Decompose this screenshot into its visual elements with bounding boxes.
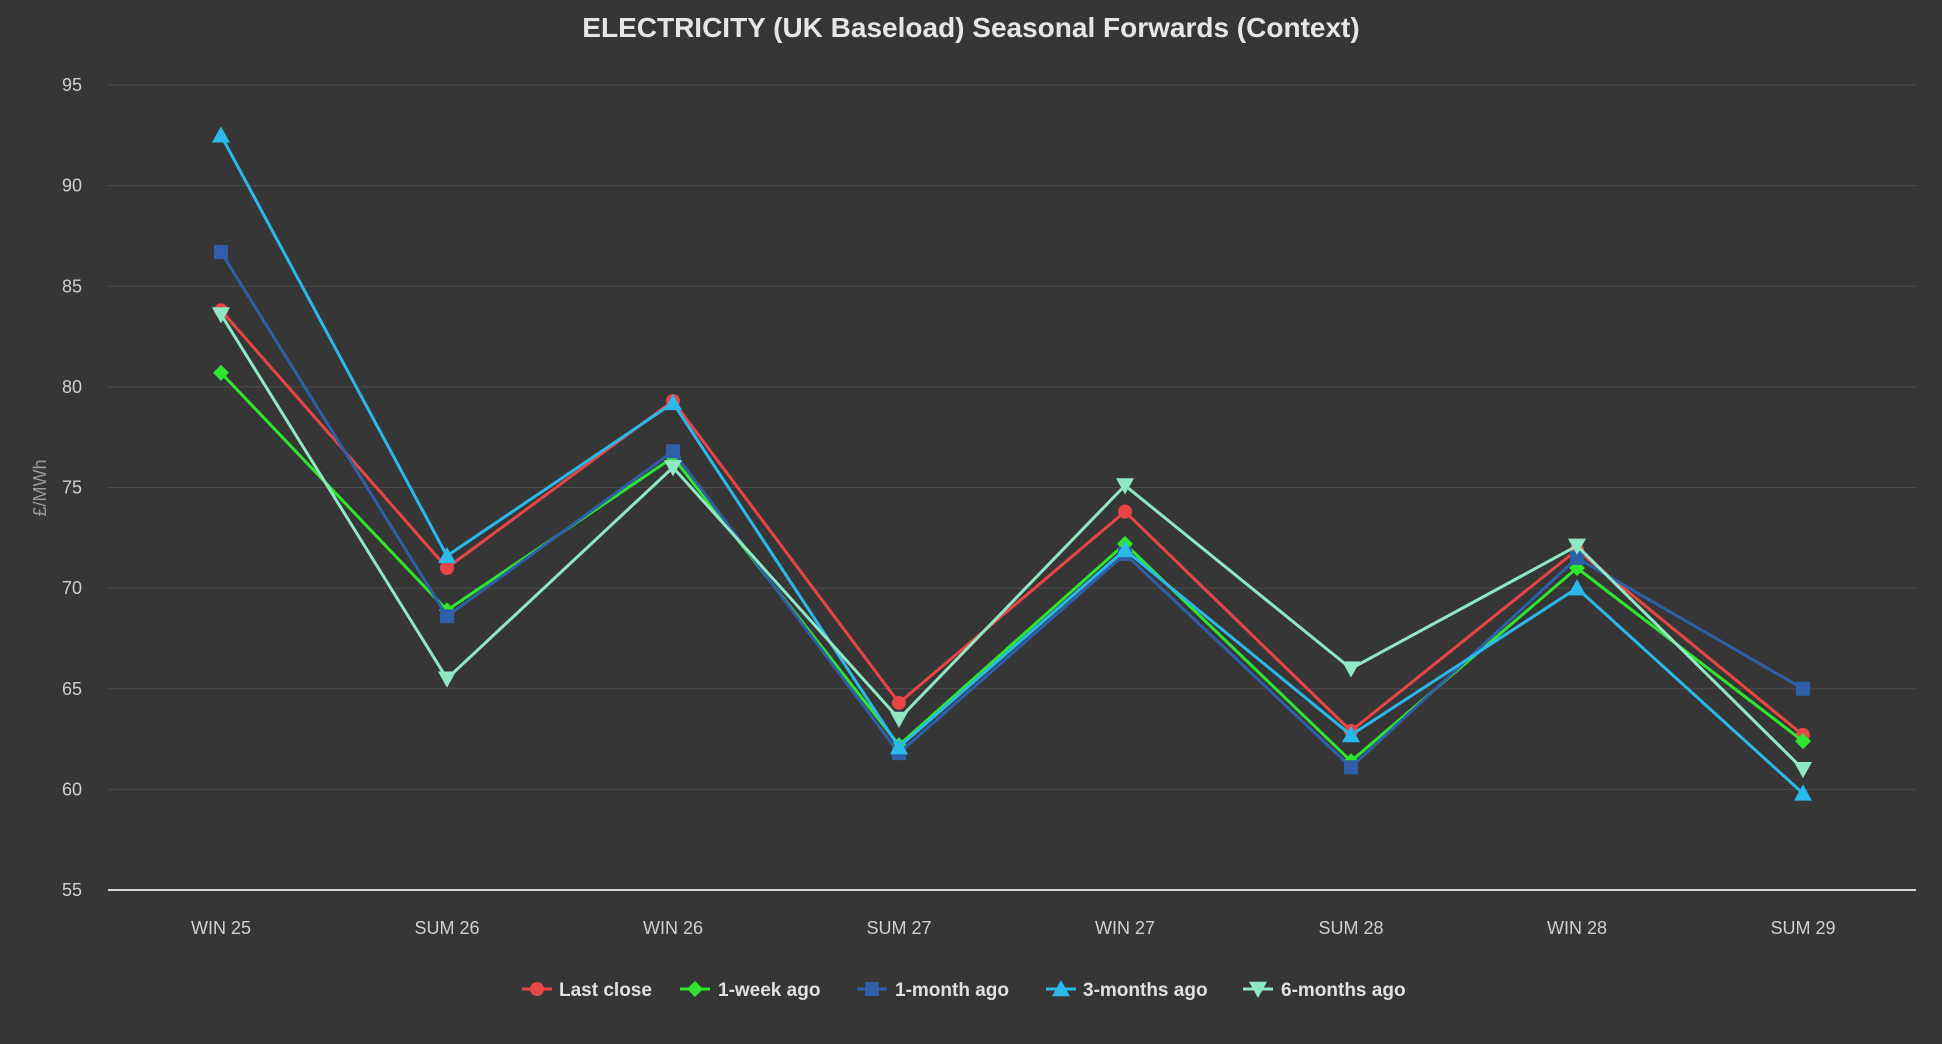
legend-marker [1052, 980, 1070, 997]
data-point [212, 126, 230, 143]
legend-item[interactable]: 3-months ago [1046, 980, 1208, 1001]
x-tick-label: SUM 29 [1770, 918, 1835, 938]
series-line [219, 313, 1805, 771]
data-point [664, 460, 682, 477]
x-tick-label: WIN 25 [191, 918, 251, 938]
x-tick-label: SUM 28 [1318, 918, 1383, 938]
data-point [214, 245, 228, 260]
data-point [1794, 784, 1812, 801]
series-line [219, 251, 1804, 769]
legend-item[interactable]: Last close [522, 980, 652, 1001]
y-tick-label: 80 [62, 377, 82, 397]
legend-label: Last close [559, 980, 652, 1001]
series-6-months-ago [212, 307, 1812, 779]
data-point [1118, 504, 1132, 519]
legend-item[interactable]: 6-months ago [1243, 980, 1406, 1001]
series-1-month-ago [214, 245, 1810, 775]
x-tick-label: WIN 27 [1095, 918, 1155, 938]
data-point [1116, 478, 1134, 495]
data-point [1568, 579, 1586, 596]
legend-label: 1-week ago [718, 980, 820, 1001]
x-tick-label: SUM 26 [414, 918, 479, 938]
y-tick-label: 70 [62, 578, 82, 598]
x-tick-label: WIN 26 [643, 918, 703, 938]
data-point [1342, 661, 1360, 678]
data-point [438, 546, 456, 564]
y-tick-label: 75 [62, 478, 82, 498]
data-point [213, 364, 229, 381]
legend-item[interactable]: 1-week ago [680, 980, 820, 1001]
series-3-months-ago [212, 126, 1812, 801]
series-line [219, 309, 1804, 737]
data-point [1570, 550, 1584, 565]
legend-marker [687, 981, 703, 997]
y-axis-title: £/MWh [30, 459, 50, 516]
y-tick-label: 55 [62, 880, 82, 900]
data-point [1568, 538, 1586, 555]
legend-label: 1-month ago [895, 980, 1009, 1001]
data-point [1342, 726, 1360, 743]
data-point [1795, 733, 1811, 750]
y-tick-label: 95 [62, 75, 82, 95]
x-axis-ticks: WIN 25 SUM 26 WIN 26 SUM 27 WIN 27 SUM 28 WIN … [191, 918, 1836, 938]
series-line [219, 371, 1804, 763]
x-tick-label: WIN 28 [1547, 918, 1607, 938]
y-tick-label: 90 [62, 176, 82, 196]
data-point [890, 711, 908, 728]
data-point [1794, 762, 1812, 779]
data-point [666, 444, 680, 459]
legend-marker [865, 982, 879, 996]
data-point [664, 393, 682, 411]
chart-title: ELECTRICITY (UK Baseload) Seasonal Forwa… [582, 12, 1360, 43]
series-line [219, 134, 1805, 795]
data-point [440, 561, 454, 575]
data-point [890, 738, 908, 755]
x-tick-label: SUM 27 [866, 918, 931, 938]
data-point [1796, 681, 1810, 696]
data-point [212, 307, 230, 324]
legend: Last close 1-week ago 1-month ago 3-months … [522, 980, 1406, 1001]
y-tick-label: 65 [62, 679, 82, 699]
series-last-close [214, 303, 1810, 743]
y-tick-label: 85 [62, 276, 82, 296]
legend-label: 3-months ago [1083, 980, 1208, 1001]
data-point [440, 609, 454, 624]
data-point [1116, 540, 1134, 558]
data-point [1344, 760, 1358, 775]
legend-marker [1249, 981, 1267, 998]
legend-item[interactable]: 1-month ago [857, 980, 1009, 1001]
legend-marker [530, 982, 544, 996]
legend-label: 6-months ago [1281, 980, 1406, 1001]
gridlines [108, 84, 1916, 790]
y-axis-ticks: 55 60 65 70 75 80 85 90 95 [62, 75, 82, 900]
data-point [892, 695, 906, 710]
data-point [438, 671, 456, 688]
y-tick-label: 60 [62, 779, 82, 799]
